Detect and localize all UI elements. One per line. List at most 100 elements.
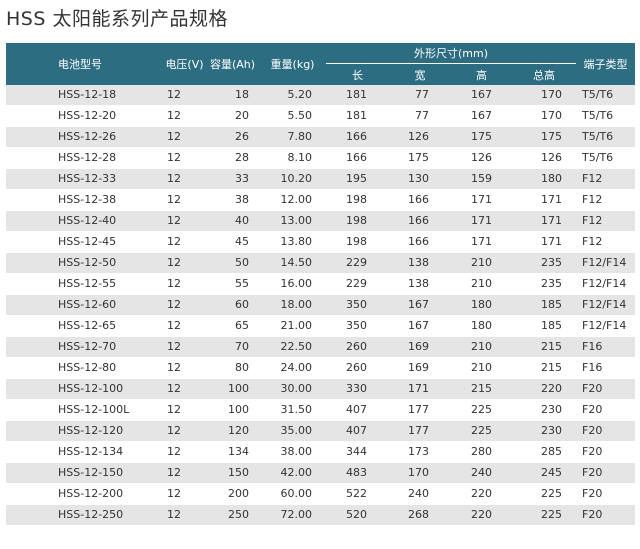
cell-capacity: 100 — [206, 399, 259, 421]
cell-total-height: 215 — [512, 357, 577, 379]
cell-voltage: 12 — [163, 231, 206, 253]
cell-width: 170 — [389, 462, 451, 484]
cell-total-height: 175 — [512, 126, 577, 148]
cell-length: 166 — [326, 147, 389, 169]
cell-length: 181 — [326, 105, 389, 127]
cell-width: 138 — [389, 252, 451, 274]
cell-capacity: 65 — [206, 315, 259, 337]
cell-capacity: 33 — [206, 168, 259, 190]
cell-voltage: 12 — [163, 462, 206, 484]
cell-voltage: 12 — [163, 441, 206, 463]
cell-total-height: 185 — [512, 315, 577, 337]
cell-model: HSS-12-40 — [6, 210, 163, 232]
cell-capacity: 50 — [206, 252, 259, 274]
table-row: HSS-12-200 12 200 60.00 522 240 220 225 F20 — [6, 483, 636, 505]
cell-width: 268 — [389, 504, 451, 526]
cell-width: 166 — [389, 231, 451, 253]
cell-model: HSS-12-20 — [6, 105, 163, 127]
cell-height: 175 — [451, 126, 512, 148]
cell-weight: 5.20 — [259, 85, 326, 106]
cell-width: 169 — [389, 336, 451, 358]
cell-terminal: T5/T6 — [576, 126, 636, 148]
table-row: HSS-12-100 12 100 30.00 330 171 215 220 F20 — [6, 378, 636, 400]
cell-total-height: 220 — [512, 378, 577, 400]
cell-model: HSS-12-120 — [6, 420, 163, 442]
cell-weight: 18.00 — [259, 294, 326, 316]
table-row: HSS-12-55 12 55 16.00 229 138 210 235 F12/F14 — [6, 273, 636, 295]
cell-length: 407 — [326, 399, 389, 421]
cell-width: 166 — [389, 189, 451, 211]
cell-total-height: 185 — [512, 294, 577, 316]
cell-capacity: 60 — [206, 294, 259, 316]
cell-terminal: F12/F14 — [576, 294, 636, 316]
cell-total-height: 180 — [512, 168, 577, 190]
cell-width: 169 — [389, 357, 451, 379]
header-weight: 重量(kg) — [259, 43, 326, 85]
cell-width: 126 — [389, 126, 451, 148]
cell-model: HSS-12-150 — [6, 462, 163, 484]
cell-weight: 13.00 — [259, 210, 326, 232]
cell-voltage: 12 — [163, 483, 206, 505]
cell-length: 198 — [326, 231, 389, 253]
cell-height: 210 — [451, 252, 512, 274]
cell-capacity: 28 — [206, 147, 259, 169]
cell-height: 225 — [451, 399, 512, 421]
cell-total-height: 171 — [512, 231, 577, 253]
header-subrow: 长 宽 高 总高 — [6, 63, 635, 85]
cell-weight: 22.50 — [259, 336, 326, 358]
cell-width: 166 — [389, 210, 451, 232]
cell-total-height: 225 — [512, 504, 577, 526]
table-row: HSS-12-60 12 60 18.00 350 167 180 185 F12/F14 — [6, 294, 636, 316]
cell-weight: 72.00 — [259, 504, 326, 526]
cell-model: HSS-12-200 — [6, 483, 163, 505]
cell-length: 407 — [326, 420, 389, 442]
table-row: HSS-12-40 12 40 13.00 198 166 171 171 F12 — [6, 210, 636, 232]
cell-terminal: T5/T6 — [576, 147, 636, 169]
cell-model: HSS-12-33 — [6, 168, 163, 190]
table-row: HSS-12-65 12 65 21.00 350 167 180 185 F12/F14 — [6, 315, 636, 337]
cell-height: 210 — [451, 273, 512, 295]
cell-width: 130 — [389, 168, 451, 190]
table-row: HSS-12-150 12 150 42.00 483 170 240 245 F20 — [6, 462, 636, 484]
table-row: HSS-12-18 12 18 5.20 181 77 167 170 T5/T6 — [6, 85, 636, 106]
cell-model: HSS-12-250 — [6, 504, 163, 526]
cell-capacity: 40 — [206, 210, 259, 232]
header-length: 长 — [326, 63, 389, 85]
cell-width: 167 — [389, 294, 451, 316]
cell-voltage: 12 — [163, 357, 206, 379]
cell-weight: 35.00 — [259, 420, 326, 442]
cell-capacity: 100 — [206, 378, 259, 400]
cell-length: 522 — [326, 483, 389, 505]
cell-width: 77 — [389, 105, 451, 127]
header-row: 电池型号 电压(V) 容量(Ah) 重量(kg) 外形尺寸(mm) 端子类型 — [6, 43, 636, 85]
cell-width: 173 — [389, 441, 451, 463]
cell-total-height: 235 — [512, 252, 577, 274]
cell-total-height: 171 — [512, 189, 577, 211]
table-row: HSS-12-70 12 70 22.50 260 169 210 215 F16 — [6, 336, 636, 358]
cell-weight: 31.50 — [259, 399, 326, 421]
cell-voltage: 12 — [163, 294, 206, 316]
cell-terminal: F20 — [576, 504, 636, 526]
spec-table: 电池型号 电压(V) 容量(Ah) 重量(kg) 外形尺寸(mm) 端子类型 长… — [6, 43, 636, 526]
cell-model: HSS-12-45 — [6, 231, 163, 253]
cell-model: HSS-12-38 — [6, 189, 163, 211]
cell-capacity: 55 — [206, 273, 259, 295]
cell-model: HSS-12-80 — [6, 357, 163, 379]
cell-capacity: 200 — [206, 483, 259, 505]
cell-terminal: F16 — [576, 357, 636, 379]
cell-capacity: 20 — [206, 105, 259, 127]
cell-terminal: F12/F14 — [576, 252, 636, 274]
cell-terminal: F20 — [576, 483, 636, 505]
cell-length: 350 — [326, 294, 389, 316]
table-row: HSS-12-50 12 50 14.50 229 138 210 235 F12/F14 — [6, 252, 636, 274]
cell-weight: 60.00 — [259, 483, 326, 505]
cell-voltage: 12 — [163, 273, 206, 295]
cell-model: HSS-12-26 — [6, 126, 163, 148]
cell-weight: 5.50 — [259, 105, 326, 127]
cell-model: HSS-12-18 — [6, 85, 163, 106]
cell-weight: 42.00 — [259, 462, 326, 484]
cell-height: 171 — [451, 210, 512, 232]
cell-total-height: 235 — [512, 273, 577, 295]
cell-voltage: 12 — [163, 126, 206, 148]
cell-capacity: 80 — [206, 357, 259, 379]
